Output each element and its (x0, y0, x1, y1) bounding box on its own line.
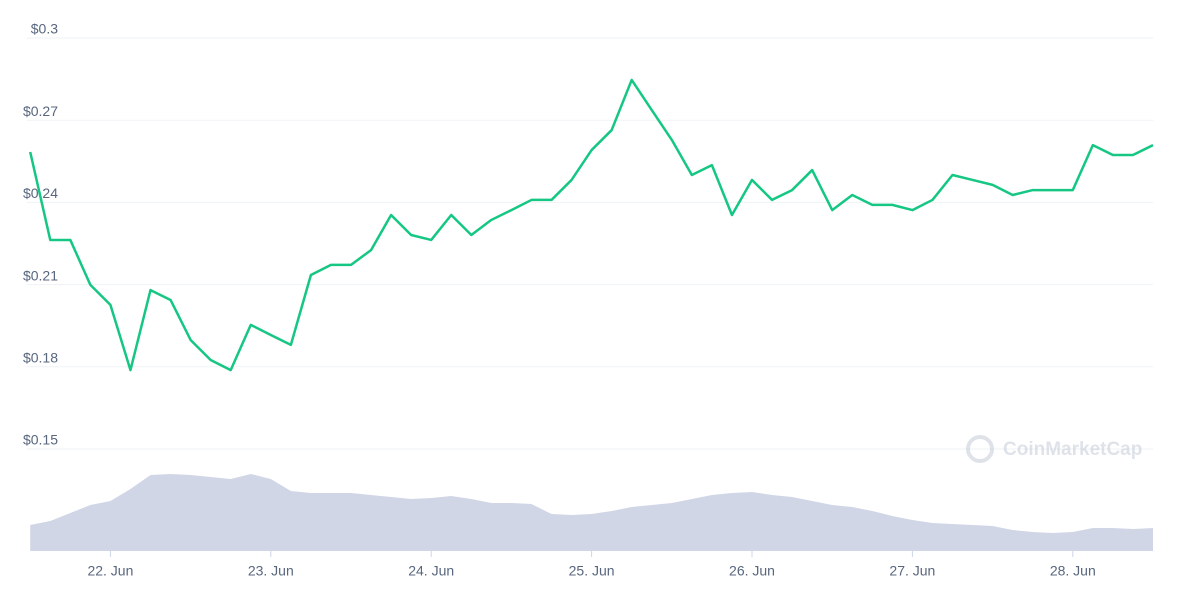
y-tick-label: $0.27 (23, 103, 58, 119)
y-tick-label: $0.21 (23, 267, 58, 283)
x-tick-label: 23. Jun (248, 563, 294, 579)
x-tick-label: 22. Jun (87, 563, 133, 579)
grid (27, 37, 1153, 450)
x-tick-label: 27. Jun (889, 563, 935, 579)
y-tick-label: $0.3 (31, 21, 58, 37)
y-tick-label: $0.18 (23, 350, 58, 366)
x-tick-label: 25. Jun (569, 563, 615, 579)
x-tick-label: 28. Jun (1050, 563, 1096, 579)
watermark: CoinMarketCap (966, 435, 1142, 463)
price-line (28, 78, 1154, 372)
x-tick-label: 24. Jun (408, 563, 454, 579)
volume-area (30, 474, 1153, 551)
watermark-logo (966, 435, 994, 463)
watermark-text: CoinMarketCap (1003, 439, 1142, 460)
x-tick-label: 26. Jun (729, 563, 775, 579)
y-tick-label: $0.15 (23, 432, 58, 448)
